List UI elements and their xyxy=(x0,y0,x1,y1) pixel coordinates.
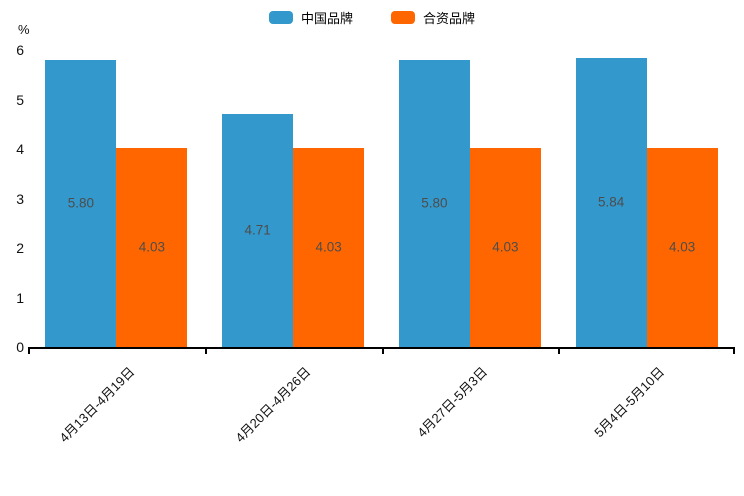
y-axis-tick-label: 4 xyxy=(16,141,24,157)
bar-value-label: 4.03 xyxy=(668,239,696,255)
y-axis-tick-label: 6 xyxy=(16,42,24,58)
legend-item-label: 中国品牌 xyxy=(300,11,353,26)
y-axis-tick-label: 5 xyxy=(16,91,24,108)
bar-series-1-cat-0: 4.03 xyxy=(116,147,188,347)
bar-series-1-cat-3: 4.03 xyxy=(646,147,718,347)
y-axis-ticks: 0 1 2 3 4 5 6 xyxy=(0,42,24,355)
y-axis-unit-label: % xyxy=(18,22,30,37)
bar-value-label: 4.71 xyxy=(244,222,271,238)
bar-value-label: 5.80 xyxy=(67,195,95,211)
bar-series-1-cat-2: 4.03 xyxy=(469,147,541,347)
x-axis-tick xyxy=(558,347,561,354)
x-axis-labels: 4月13日-4月19日 4月20日-4月26日 4月27日-5月3日 5月4日-5月1… xyxy=(28,358,735,488)
bar-series-1-cat-1: 4.03 xyxy=(293,147,365,347)
bar-value-label: 5.80 xyxy=(421,195,448,211)
x-axis-tick xyxy=(381,347,384,354)
bar-value-label: 4.03 xyxy=(492,239,519,255)
bar-series-0-cat-1: 4.71 xyxy=(222,113,294,347)
x-axis-label: 4月27日-5月3日 xyxy=(414,364,491,441)
legend-swatch-icon xyxy=(391,11,415,24)
y-axis-tick-label: 0 xyxy=(16,339,24,355)
legend-swatch-icon xyxy=(268,11,293,24)
bar-series-0-cat-0: 5.80 xyxy=(45,59,117,347)
legend: 中国品牌 合资品牌 xyxy=(0,8,744,27)
x-axis-tick xyxy=(733,347,735,354)
y-axis-tick-label: 1 xyxy=(16,289,24,306)
x-axis-label: 5月4日-5月10日 xyxy=(591,364,668,441)
legend-item-1[interactable]: 合资品牌 xyxy=(391,8,475,27)
legend-item-0[interactable]: 中国品牌 xyxy=(268,8,353,27)
plot-area: 5.80 4.03 4.71 4.03 5.80 4.03 5.84 4.03 xyxy=(28,50,735,354)
x-axis-label: 4月20日-4月26日 xyxy=(232,364,314,446)
x-axis-tick xyxy=(204,347,207,354)
y-axis-tick-label: 3 xyxy=(16,190,24,207)
x-axis-label: 4月13日-4月19日 xyxy=(55,364,138,446)
x-axis-tick xyxy=(28,347,30,354)
bar-value-label: 4.03 xyxy=(315,239,342,255)
bar-series-0-cat-2: 5.80 xyxy=(398,59,470,347)
bar-series-0-cat-3: 5.84 xyxy=(575,57,647,347)
legend-item-label: 合资品牌 xyxy=(423,11,476,26)
y-axis-tick-label: 2 xyxy=(16,240,24,256)
bar-value-label: 5.84 xyxy=(597,194,625,210)
bar-value-label: 4.03 xyxy=(138,239,166,255)
